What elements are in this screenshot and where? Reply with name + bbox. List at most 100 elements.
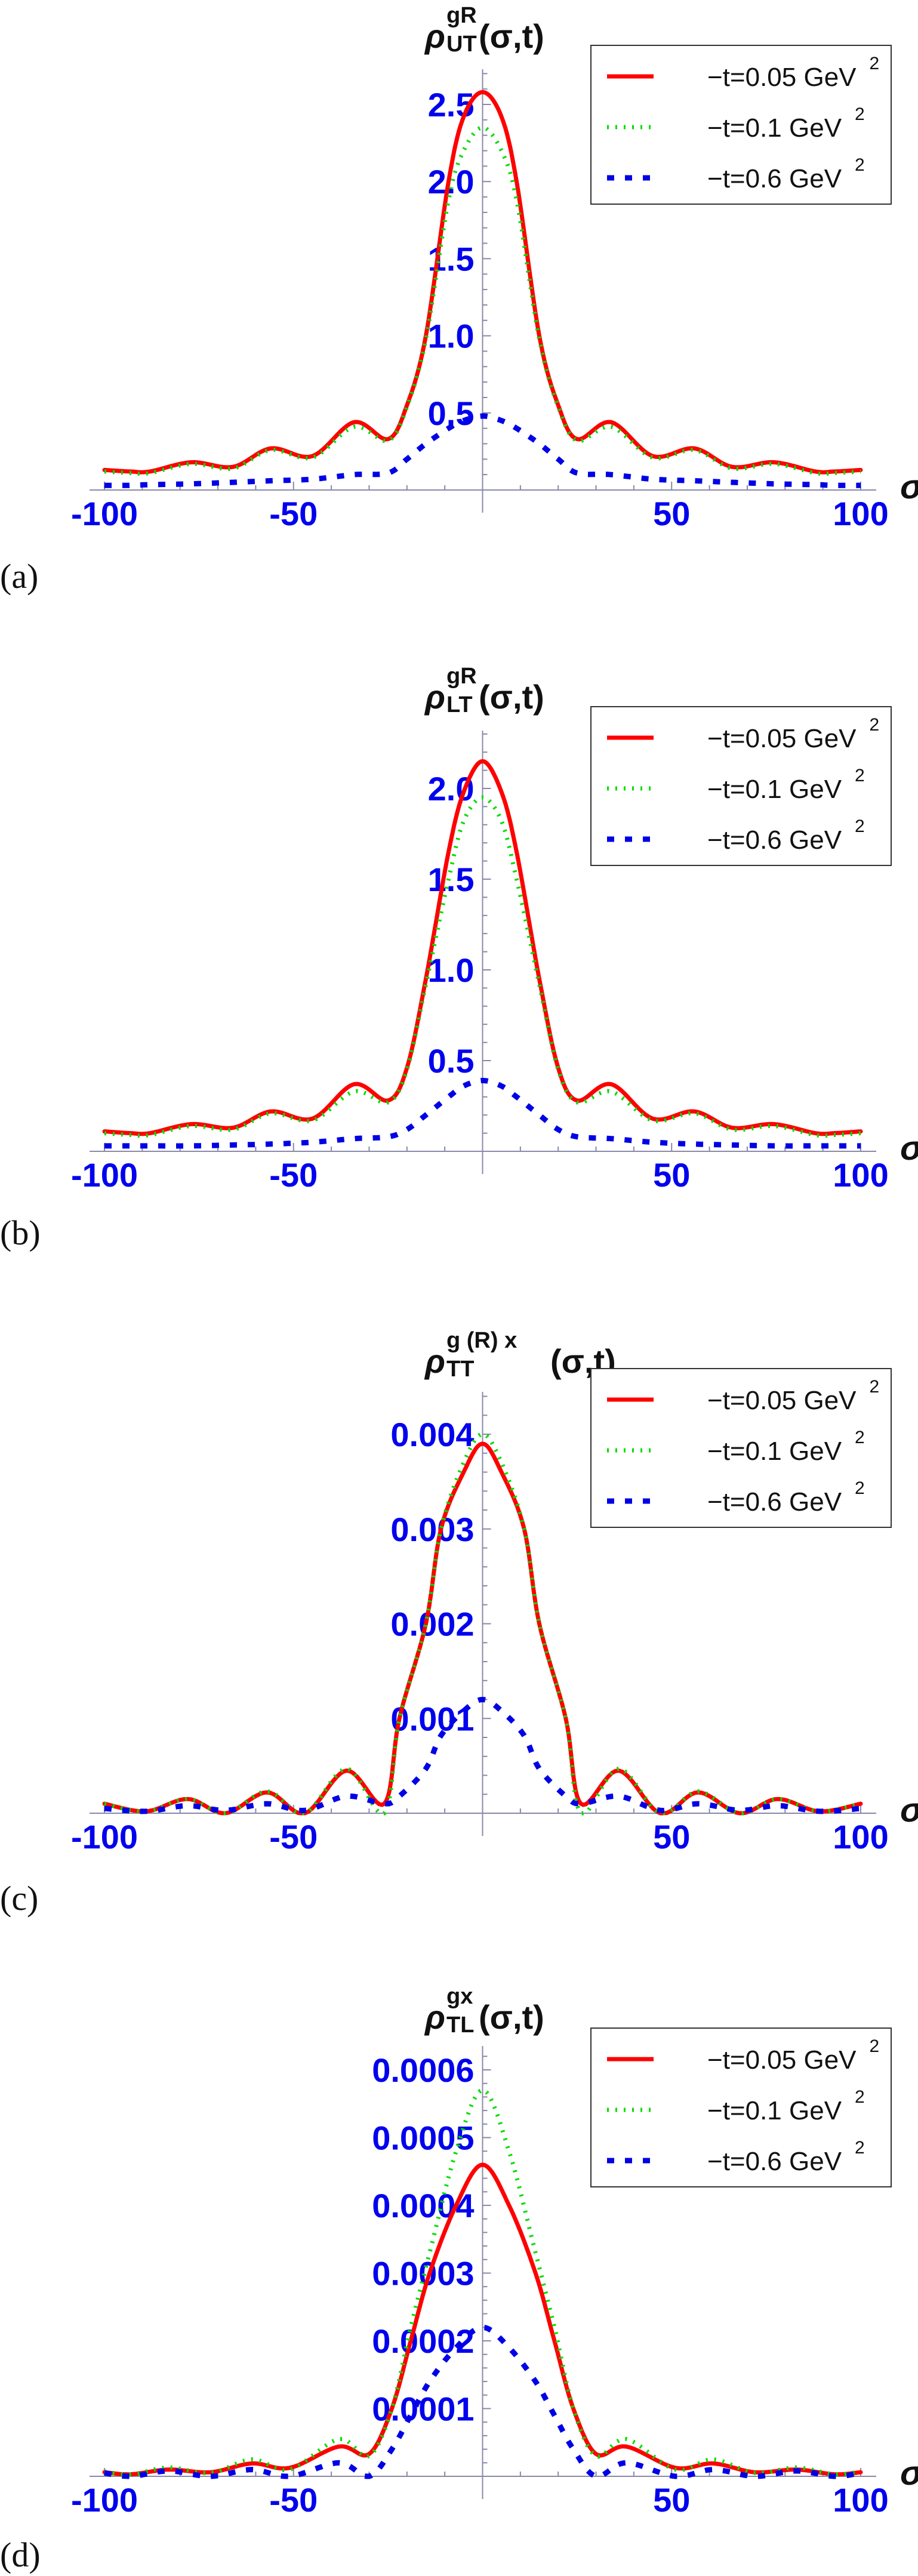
title-symbol: ρ [424,1998,445,2036]
x-tick-label: 50 [653,495,690,532]
panel-label: (a) [0,557,38,596]
title-arguments: (σ,t) [479,17,544,55]
y-tick-label: 0.0006 [372,2051,474,2089]
legend: −t=0.05 GeV 2 −t=0.1 GeV 2 −t=0.6 GeV 2 [590,1368,892,1528]
legend-box [590,706,892,866]
legend-entry-superscript: 2 [855,1428,865,1447]
chart-title: ρgR UT (σ,t) [424,3,544,57]
x-tick-label: 50 [653,1818,690,1856]
x-tick-label: 100 [833,1156,888,1194]
legend-box [590,45,892,205]
panel-label: (d) [0,2535,41,2574]
series-line-dashed [103,413,862,488]
series-line-dashed [103,1697,862,1814]
x-tick-label: -100 [71,1818,138,1856]
legend: −t=0.05 GeV 2 −t=0.1 GeV 2 −t=0.6 GeV 2 [590,706,892,866]
series-line-dotted [103,2088,862,2477]
legend-entry-superscript: 2 [855,155,865,175]
legend-entry: −t=0.05 GeV [707,1386,857,1415]
x-axis-label: σ [900,1129,918,1167]
legend-entry-superscript: 2 [855,2087,865,2107]
y-tick-label: 0.0004 [372,2187,474,2224]
series-line-dashed [103,1077,862,1149]
x-tick-label: 100 [833,495,888,532]
panel-label: (c) [0,1879,38,1918]
x-tick-label: -50 [269,495,318,532]
y-tick-label: 0.002 [390,1606,474,1643]
legend-entry: −t=0.1 GeV [707,775,842,804]
y-tick-label: 2.0 [428,770,475,808]
chart-title: ρgR LT (σ,t) [424,664,544,717]
x-tick-label: -50 [269,1818,318,1856]
legend-entry: −t=0.6 GeV [707,164,842,193]
x-tick-label: -100 [71,1156,138,1194]
title-subscript: UT [446,32,477,57]
panel-b: -100 -50 50 100 0.5 1.0 1.5 2.0 σ ρgR LT(σ,t) −t=0.… [0,664,918,1252]
series-line-dotted [104,1432,861,1816]
legend-entry-superscript: 2 [870,54,880,73]
title-superscript: g (R) x [446,1328,517,1353]
legend-entry: −t=0.05 GeV [707,63,857,92]
x-tick-label: -50 [269,2481,318,2519]
series-line-solid [102,90,863,474]
legend-entry-superscript: 2 [855,104,865,124]
panel-d: -100 -50 50 1000.00010.00020.00030.00040.00… [0,1984,918,2574]
title-arguments: (σ,t) [479,678,544,716]
legend-entry: −t=0.1 GeV [707,113,842,143]
legend-entry: −t=0.05 GeV [707,2045,857,2075]
legend-entry: −t=0.6 GeV [707,825,842,855]
title-arguments: (σ,t) [479,1998,544,2036]
y-tick-label: 1.5 [428,861,475,898]
x-tick-label: 50 [653,2481,690,2519]
legend-entry: −t=0.05 GeV [707,724,857,753]
legend-entry: −t=0.6 GeV [707,2147,842,2176]
y-tick-label: 0.5 [428,1042,475,1080]
title-symbol: ρ [424,678,445,716]
series-line-solid [102,2162,863,2477]
legend-entry-superscript: 2 [855,816,865,836]
y-tick-label: 0.0002 [372,2322,474,2360]
chart-title: ρg (R) xTT (σ,t) [424,1328,616,1382]
title-subscript: LT [446,692,473,717]
chart-title: ρgx TL (σ,t) [424,1984,544,2038]
legend-entry: −t=0.6 GeV [707,1487,842,1517]
legend-entry-superscript: 2 [855,1478,865,1498]
legend-box [590,1368,892,1528]
y-tick-label: 0.0005 [372,2119,474,2157]
y-tick-label: 2.5 [428,86,475,124]
x-axis-label: σ [900,1791,918,1829]
x-axis-label: σ [900,2454,918,2492]
title-superscript: gR [446,664,477,689]
legend: −t=0.05 GeV 2 −t=0.1 GeV 2 −t=0.6 GeV 2 [590,2027,892,2187]
legend-entry-superscript: 2 [855,766,865,785]
title-superscript: gR [446,3,477,28]
legend-entry-superscript: 2 [870,2036,880,2056]
series-line-solid [102,759,863,1136]
x-tick-label: -50 [269,1156,318,1194]
y-tick-label: 0.004 [390,1416,474,1453]
x-tick-label: 100 [833,2481,888,2519]
title-symbol: ρ [424,17,445,55]
legend-entry: −t=0.1 GeV [707,2096,842,2125]
title-subscript: TT [446,1357,474,1382]
title-symbol: ρ [424,1342,445,1380]
title-superscript: gx [446,1984,473,2009]
legend-entry: −t=0.1 GeV [707,1437,842,1466]
legend-entry-superscript: 2 [870,715,880,735]
panel-a: -100-50501000.51.01.52.02.5σρgRUT(σ,t)−t… [0,3,918,596]
legend-entry-superscript: 2 [870,1377,880,1397]
legend: −t=0.05 GeV 2 −t=0.1 GeV 2 −t=0.6 GeV 2 [590,45,892,205]
title-subscript: TL [446,2013,474,2038]
series-line-dashed [103,2324,862,2479]
legend-box [590,2027,892,2187]
x-tick-label: -100 [71,495,138,532]
x-tick-label: 50 [653,1156,690,1194]
panel-label: (b) [0,1213,41,1252]
y-tick-label: 1.0 [428,951,475,989]
y-tick-label: 0.003 [390,1511,474,1548]
series-line-dotted [103,795,862,1138]
x-tick-label: -100 [71,2481,138,2519]
y-tick-label: 1.0 [428,318,475,355]
